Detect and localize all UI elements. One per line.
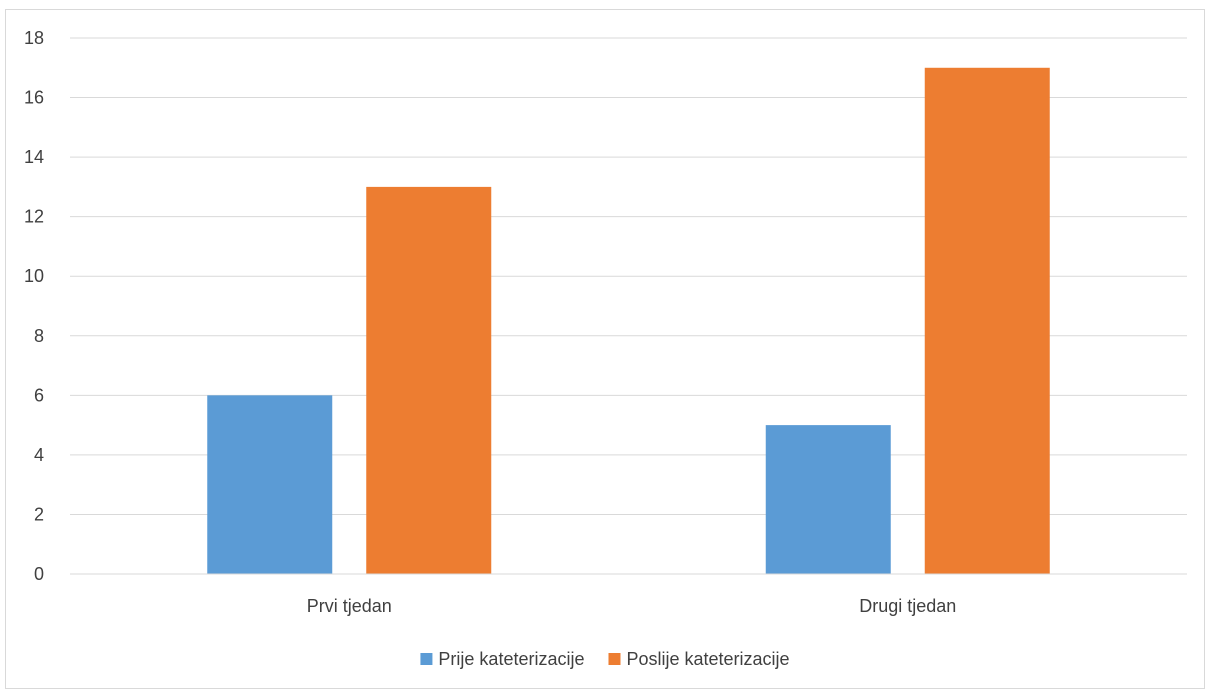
legend: Prije kateterizacije Poslije kateterizaci… [420,649,790,669]
y-tick-label: 2 [34,504,44,524]
x-axis: Prvi tjedan Drugi tjedan [70,573,1187,616]
legend-swatch [608,653,621,665]
bar-prije-2 [765,425,891,574]
y-tick-label: 14 [24,147,44,167]
bar-poslije-2 [924,67,1050,575]
legend-swatch [420,653,433,665]
x-category-label: Drugi tjedan [859,596,956,616]
x-category-label: Prvi tjedan [307,596,392,616]
bar-prije-1 [207,395,333,574]
legend-label: Prije kateterizacije [438,649,584,669]
y-tick-label: 18 [24,28,44,48]
legend-item: Prije kateterizacije [420,649,584,669]
y-axis-tick-labels: 0 2 4 6 8 10 12 14 16 18 [24,28,44,584]
y-tick-label: 12 [24,207,44,227]
y-tick-label: 8 [34,326,44,346]
legend-item: Poslije kateterizacije [608,649,790,669]
y-tick-label: 4 [34,445,44,465]
y-tick-label: 16 [24,88,44,108]
bars [207,67,1050,575]
legend-label: Poslije kateterizacije [626,649,789,669]
y-tick-label: 0 [34,564,44,584]
y-tick-label: 10 [24,266,44,286]
y-tick-label: 6 [34,385,44,405]
bar-poslije-1 [366,186,492,574]
